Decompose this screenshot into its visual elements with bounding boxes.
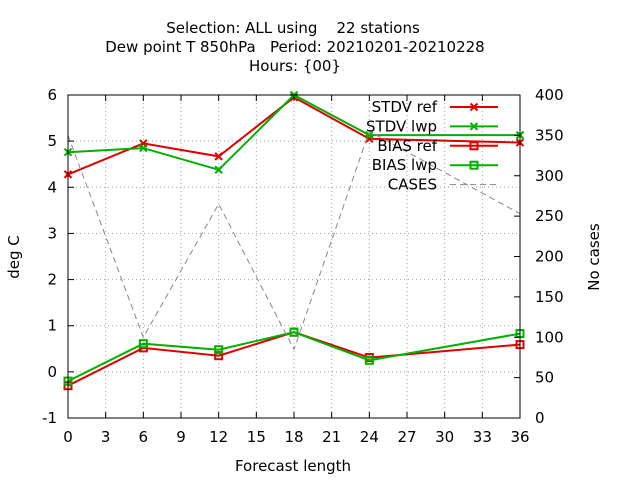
- data-point-bias-lwp: [289, 327, 299, 337]
- y2-tick-label: 150: [535, 288, 564, 306]
- x-tick-label: 24: [360, 428, 379, 446]
- data-point-stdv-lwp: [139, 143, 148, 153]
- series-layer: [63, 90, 525, 391]
- legend-marker-stdv-lwp: [469, 122, 479, 131]
- legend-label-bias-lwp: BIAS lwp: [372, 156, 437, 174]
- data-point-bias-lwp: [138, 339, 148, 349]
- series-line-stdv-lwp: [67, 93, 520, 171]
- y2-tick-label: 300: [535, 167, 564, 185]
- y2-axis-label: No cases: [585, 223, 603, 291]
- data-point-bias-lwp: [214, 345, 224, 355]
- y-tick-label: 4: [47, 178, 57, 196]
- y-tick-label: 1: [47, 317, 57, 335]
- y2-tick-label: 400: [535, 86, 564, 104]
- x-tick-label: 9: [176, 428, 186, 446]
- legend-label-cases: CASES: [388, 176, 437, 194]
- series-line-cases: [67, 130, 521, 351]
- x-tick-label: 33: [473, 428, 492, 446]
- data-point-bias-lwp: [364, 355, 374, 365]
- tick-labels: 0 3 6 9 12 15 18 21 24 27 30 33 36-10123456050100150…: [42, 86, 564, 446]
- x-tick-label: 21: [322, 428, 341, 446]
- legend-label-stdv-lwp: STDV lwp: [366, 117, 437, 135]
- y2-tick-label: 50: [535, 369, 554, 387]
- legend-marker-bias-ref: [469, 141, 479, 151]
- legend-label-stdv-ref: STDV ref: [372, 98, 438, 116]
- y2-tick-label: 100: [535, 328, 564, 346]
- data-point-stdv-ref: [214, 152, 223, 161]
- chart-title-line-2: Dew point T 850hPa Period: 20210201-2021…: [105, 38, 484, 56]
- legend-label-bias-ref: BIAS ref: [377, 137, 437, 155]
- y-axis-label: deg C: [5, 235, 23, 279]
- x-tick-label: 6: [139, 428, 149, 446]
- y2-tick-label: 350: [535, 126, 564, 144]
- x-tick-label: 30: [435, 428, 454, 446]
- y-tick-label: 3: [47, 224, 57, 242]
- y-tick-label: 0: [47, 363, 57, 381]
- y2-tick-label: 250: [535, 207, 564, 225]
- x-tick-label: 12: [209, 428, 228, 446]
- y2-tick-label: 200: [535, 248, 564, 266]
- data-point-bias-ref: [214, 351, 224, 361]
- chart-title-line-1: Selection: ALL using 22 stations: [166, 19, 420, 37]
- y-tick-label: 2: [47, 271, 57, 289]
- x-tick-label: 15: [247, 428, 266, 446]
- x-tick-label: 0: [63, 428, 73, 446]
- x-tick-label: 27: [397, 428, 416, 446]
- y-tick-label: 6: [47, 86, 57, 104]
- y-tick-label: 5: [47, 132, 57, 150]
- series-line-bias-ref: [67, 331, 521, 387]
- plot-frame: [67, 94, 521, 419]
- y2-tick-label: 0: [535, 409, 545, 427]
- chart-title-line-3: Hours: {00}: [249, 57, 341, 75]
- x-tick-label: 18: [284, 428, 303, 446]
- data-point-stdv-lwp: [214, 165, 223, 174]
- legend-marker-stdv-ref: [469, 102, 479, 112]
- legend-marker-bias-lwp: [469, 160, 479, 170]
- x-tick-label: 36: [510, 428, 529, 446]
- x-tick-label: 3: [101, 428, 111, 446]
- series-line-bias-lwp: [67, 331, 521, 382]
- y-tick-label: -1: [42, 409, 57, 427]
- x-axis-label: Forecast length: [235, 457, 351, 475]
- grid-lines: [68, 95, 520, 418]
